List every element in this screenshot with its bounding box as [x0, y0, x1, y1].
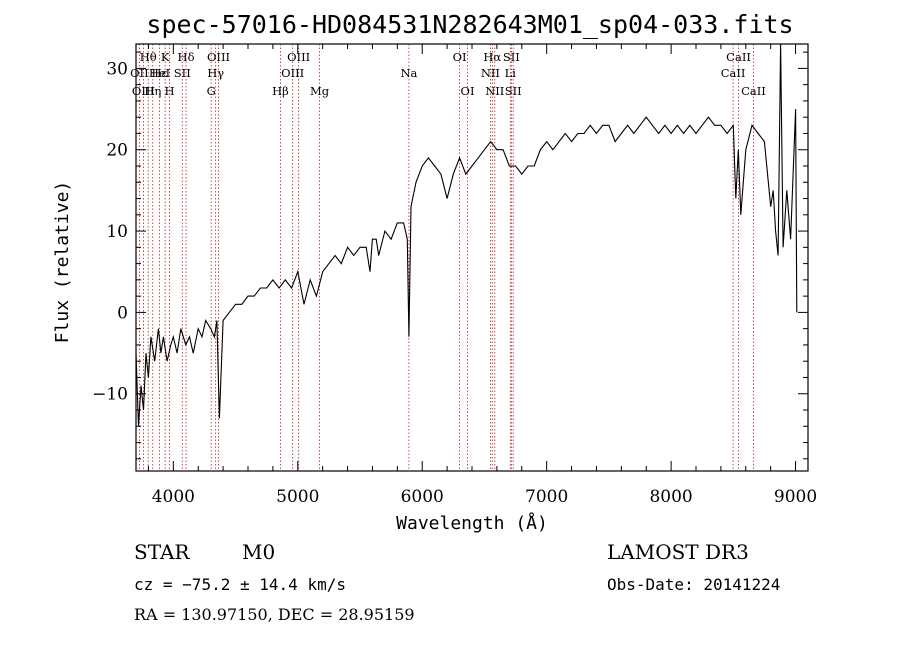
spectral-line-label: NII [481, 66, 500, 80]
x-tick-label: 5000 [276, 487, 319, 507]
y-tick-label: −10 [92, 385, 128, 405]
x-tick-label: 6000 [401, 487, 444, 507]
survey-label: LAMOST DR3 [607, 540, 749, 564]
spectral-line-label: Na [400, 66, 417, 80]
x-tick-label: 7000 [525, 487, 568, 507]
spectral-line-label: OIII [287, 50, 310, 64]
spectral-line-label: Hε [152, 66, 168, 80]
spectral-line-label: OIII [207, 50, 230, 64]
spectral-line-label: Hδ [178, 50, 195, 64]
y-tick-label: 0 [117, 303, 128, 323]
spectral-line-label: CaII [726, 50, 751, 64]
spectral-line-label: HeI [149, 66, 170, 80]
spectral-line-label: Hα [483, 50, 501, 64]
obs-date: Obs-Date: 20141224 [607, 575, 780, 594]
y-axis-ticks: −10 0 10 20 30 [92, 51, 808, 460]
spectrum-series-line [135, 43, 798, 427]
spectral-line-label: SII [174, 66, 191, 80]
x-axis-ticks: 4000 5000 6000 7000 8000 9000 [147, 44, 817, 507]
y-axis-label: Flux (relative) [52, 181, 73, 344]
spectral-line-label: Hβ [272, 84, 289, 98]
object-subclass: M0 [242, 540, 275, 564]
x-tick-label: 9000 [774, 487, 817, 507]
spectral-line-label: NII [485, 84, 504, 98]
spectral-line-label: OI [461, 84, 475, 98]
y-tick-label: 30 [106, 59, 128, 79]
spectral-line-label: Hθ [140, 50, 157, 64]
y-tick-label: 10 [106, 222, 128, 242]
spectral-line-label: OIII [281, 66, 304, 80]
cz-label: cz = [134, 575, 182, 594]
spectral-line-label: G [207, 84, 216, 98]
spectral-line-label: CaII [741, 84, 766, 98]
cz-value: −75.2 [182, 575, 230, 594]
spectral-line-label: CaII [721, 66, 746, 80]
spectral-line-label: Hη [144, 84, 161, 98]
spectral-line-labels: Hθ OII Hε OIII K HeI Hη H Hδ SII OIII Hγ G Hβ OIII OIII… [130, 50, 766, 98]
spectral-line-label: OI [453, 50, 467, 64]
plot-frame [135, 43, 809, 472]
x-tick-label: 4000 [152, 487, 195, 507]
spectral-line-label: Hγ [207, 66, 224, 80]
cz-unit: km/s [307, 575, 346, 594]
spectral-line-label: H [164, 84, 174, 98]
spectral-line-label: Li [505, 66, 517, 80]
redshift-readout: cz = −75.2 ± 14.4 km/s [134, 575, 346, 594]
spectral-line-label: K [161, 50, 170, 64]
cz-error-sep: ± [240, 575, 250, 594]
spectral-line-markers [138, 44, 754, 471]
spectral-line-label: SII [503, 50, 520, 64]
x-tick-label: 8000 [649, 487, 692, 507]
cz-error: 14.4 [259, 575, 298, 594]
chart-title: spec-57016-HD084531N282643M01_sp04-033.f… [146, 10, 793, 39]
y-tick-label: 20 [106, 141, 128, 161]
x-axis-label: Wavelength (Å) [396, 512, 548, 534]
object-class: STAR [134, 540, 190, 564]
spectral-line-label: SII [505, 84, 522, 98]
spectral-line-label: OIII [132, 84, 155, 98]
ra-dec-readout: RA = 130.97150, DEC = 28.95159 [134, 605, 415, 624]
spectral-line-label: OII [130, 66, 149, 80]
spectral-line-label: Mg [310, 84, 330, 98]
